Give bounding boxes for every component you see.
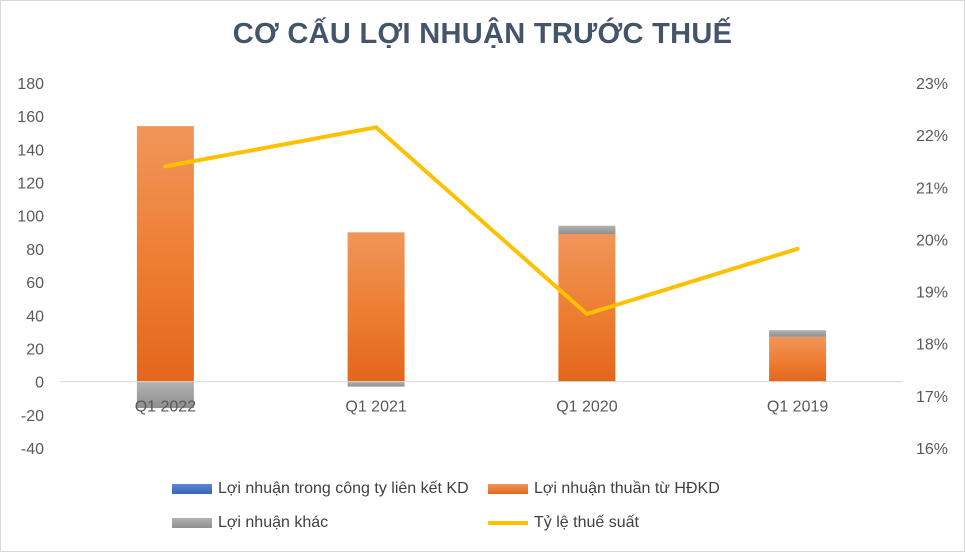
- legend-label: Lợi nhuận khác: [218, 514, 329, 531]
- bar-l-i-nhu-n-kh-c-q1-2022: [136, 381, 194, 409]
- legend-label: Lợi nhuận thuần từ HĐKD: [534, 480, 720, 497]
- x-tick-label: Q1 2019: [767, 399, 828, 416]
- y-left-tick-label: 40: [26, 308, 44, 325]
- legend-swatch-orange: [488, 484, 528, 494]
- legend-swatch-blue: [172, 484, 212, 494]
- chart-title: CƠ CẤU LỢI NHUẬN TRƯỚC THUẾ: [232, 18, 733, 50]
- x-tick-label: Q1 2021: [345, 399, 406, 416]
- y-left-tick-label: -20: [21, 408, 44, 425]
- x-tick-label: Q1 2020: [556, 399, 617, 416]
- y-right-tick-label: 21%: [916, 180, 948, 197]
- legend-item-associate-profit: Lợi nhuận trong công ty liên kết KD: [172, 479, 469, 499]
- y-right-tick-label: 20%: [916, 232, 948, 249]
- y-left-tick-label: 160: [17, 109, 44, 126]
- y-left-tick-label: -40: [21, 441, 44, 458]
- x-tick-label: Q1 2022: [135, 399, 196, 416]
- y-right-tick-label: 23%: [916, 76, 948, 93]
- legend-item-operating-profit: Lợi nhuận thuần từ HĐKD: [488, 479, 720, 499]
- y-left-tick-label: 180: [17, 76, 44, 93]
- labels-layer: Q1 2022 Q1 2021 Q1 2020 Q1 2019: [135, 399, 829, 416]
- y-left-tick-label: 60: [26, 275, 44, 292]
- y-right-tick-label: 22%: [916, 128, 948, 145]
- bar-l-i-nhu-n-kh-c-q1-2019: [769, 330, 827, 337]
- legend-item-other-profit: Lợi nhuận khác: [172, 513, 328, 533]
- bars-layer: [136, 126, 827, 409]
- legend-swatch-yellow-line: [488, 521, 528, 525]
- y-left-tick-label: 0: [35, 375, 44, 392]
- bar-l-i-nhu-n-thu-n-t-h-kd-q1-2021: [347, 232, 405, 382]
- y-left-tick-label: 100: [17, 209, 44, 226]
- legend-label: Tỷ lệ thuế suất: [534, 514, 639, 531]
- legend-swatch-gray: [172, 518, 212, 528]
- line-layer: [163, 125, 800, 316]
- y-left-tick-label: 80: [26, 242, 44, 259]
- bar-l-i-nhu-n-thu-n-t-h-kd-q1-2022: [136, 126, 194, 382]
- bar-l-i-nhu-n-kh-c-q1-2021: [347, 381, 405, 387]
- y-left-tick-label: 20: [26, 342, 44, 359]
- y-right-tick-label: 19%: [916, 285, 948, 302]
- bar-l-i-nhu-n-kh-c-q1-2020: [558, 225, 616, 234]
- y-right-tick-label: 18%: [916, 337, 948, 354]
- y-right-tick-label: 16%: [916, 441, 948, 458]
- y-right-tick-label: 17%: [916, 389, 948, 406]
- bar-l-i-nhu-n-thu-n-t-h-kd-q1-2019: [769, 336, 827, 382]
- axis-layer: 180 160 140 120 100 80 60 40 20 0 -20 -40 23% 22% 21% 2…: [17, 76, 948, 458]
- tax-rate-line: [163, 125, 800, 316]
- y-left-tick-label: 140: [17, 142, 44, 159]
- legend-label: Lợi nhuận trong công ty liên kết KD: [218, 480, 469, 497]
- legend-item-tax-rate: Tỷ lệ thuế suất: [488, 513, 639, 533]
- y-left-tick-label: 120: [17, 176, 44, 193]
